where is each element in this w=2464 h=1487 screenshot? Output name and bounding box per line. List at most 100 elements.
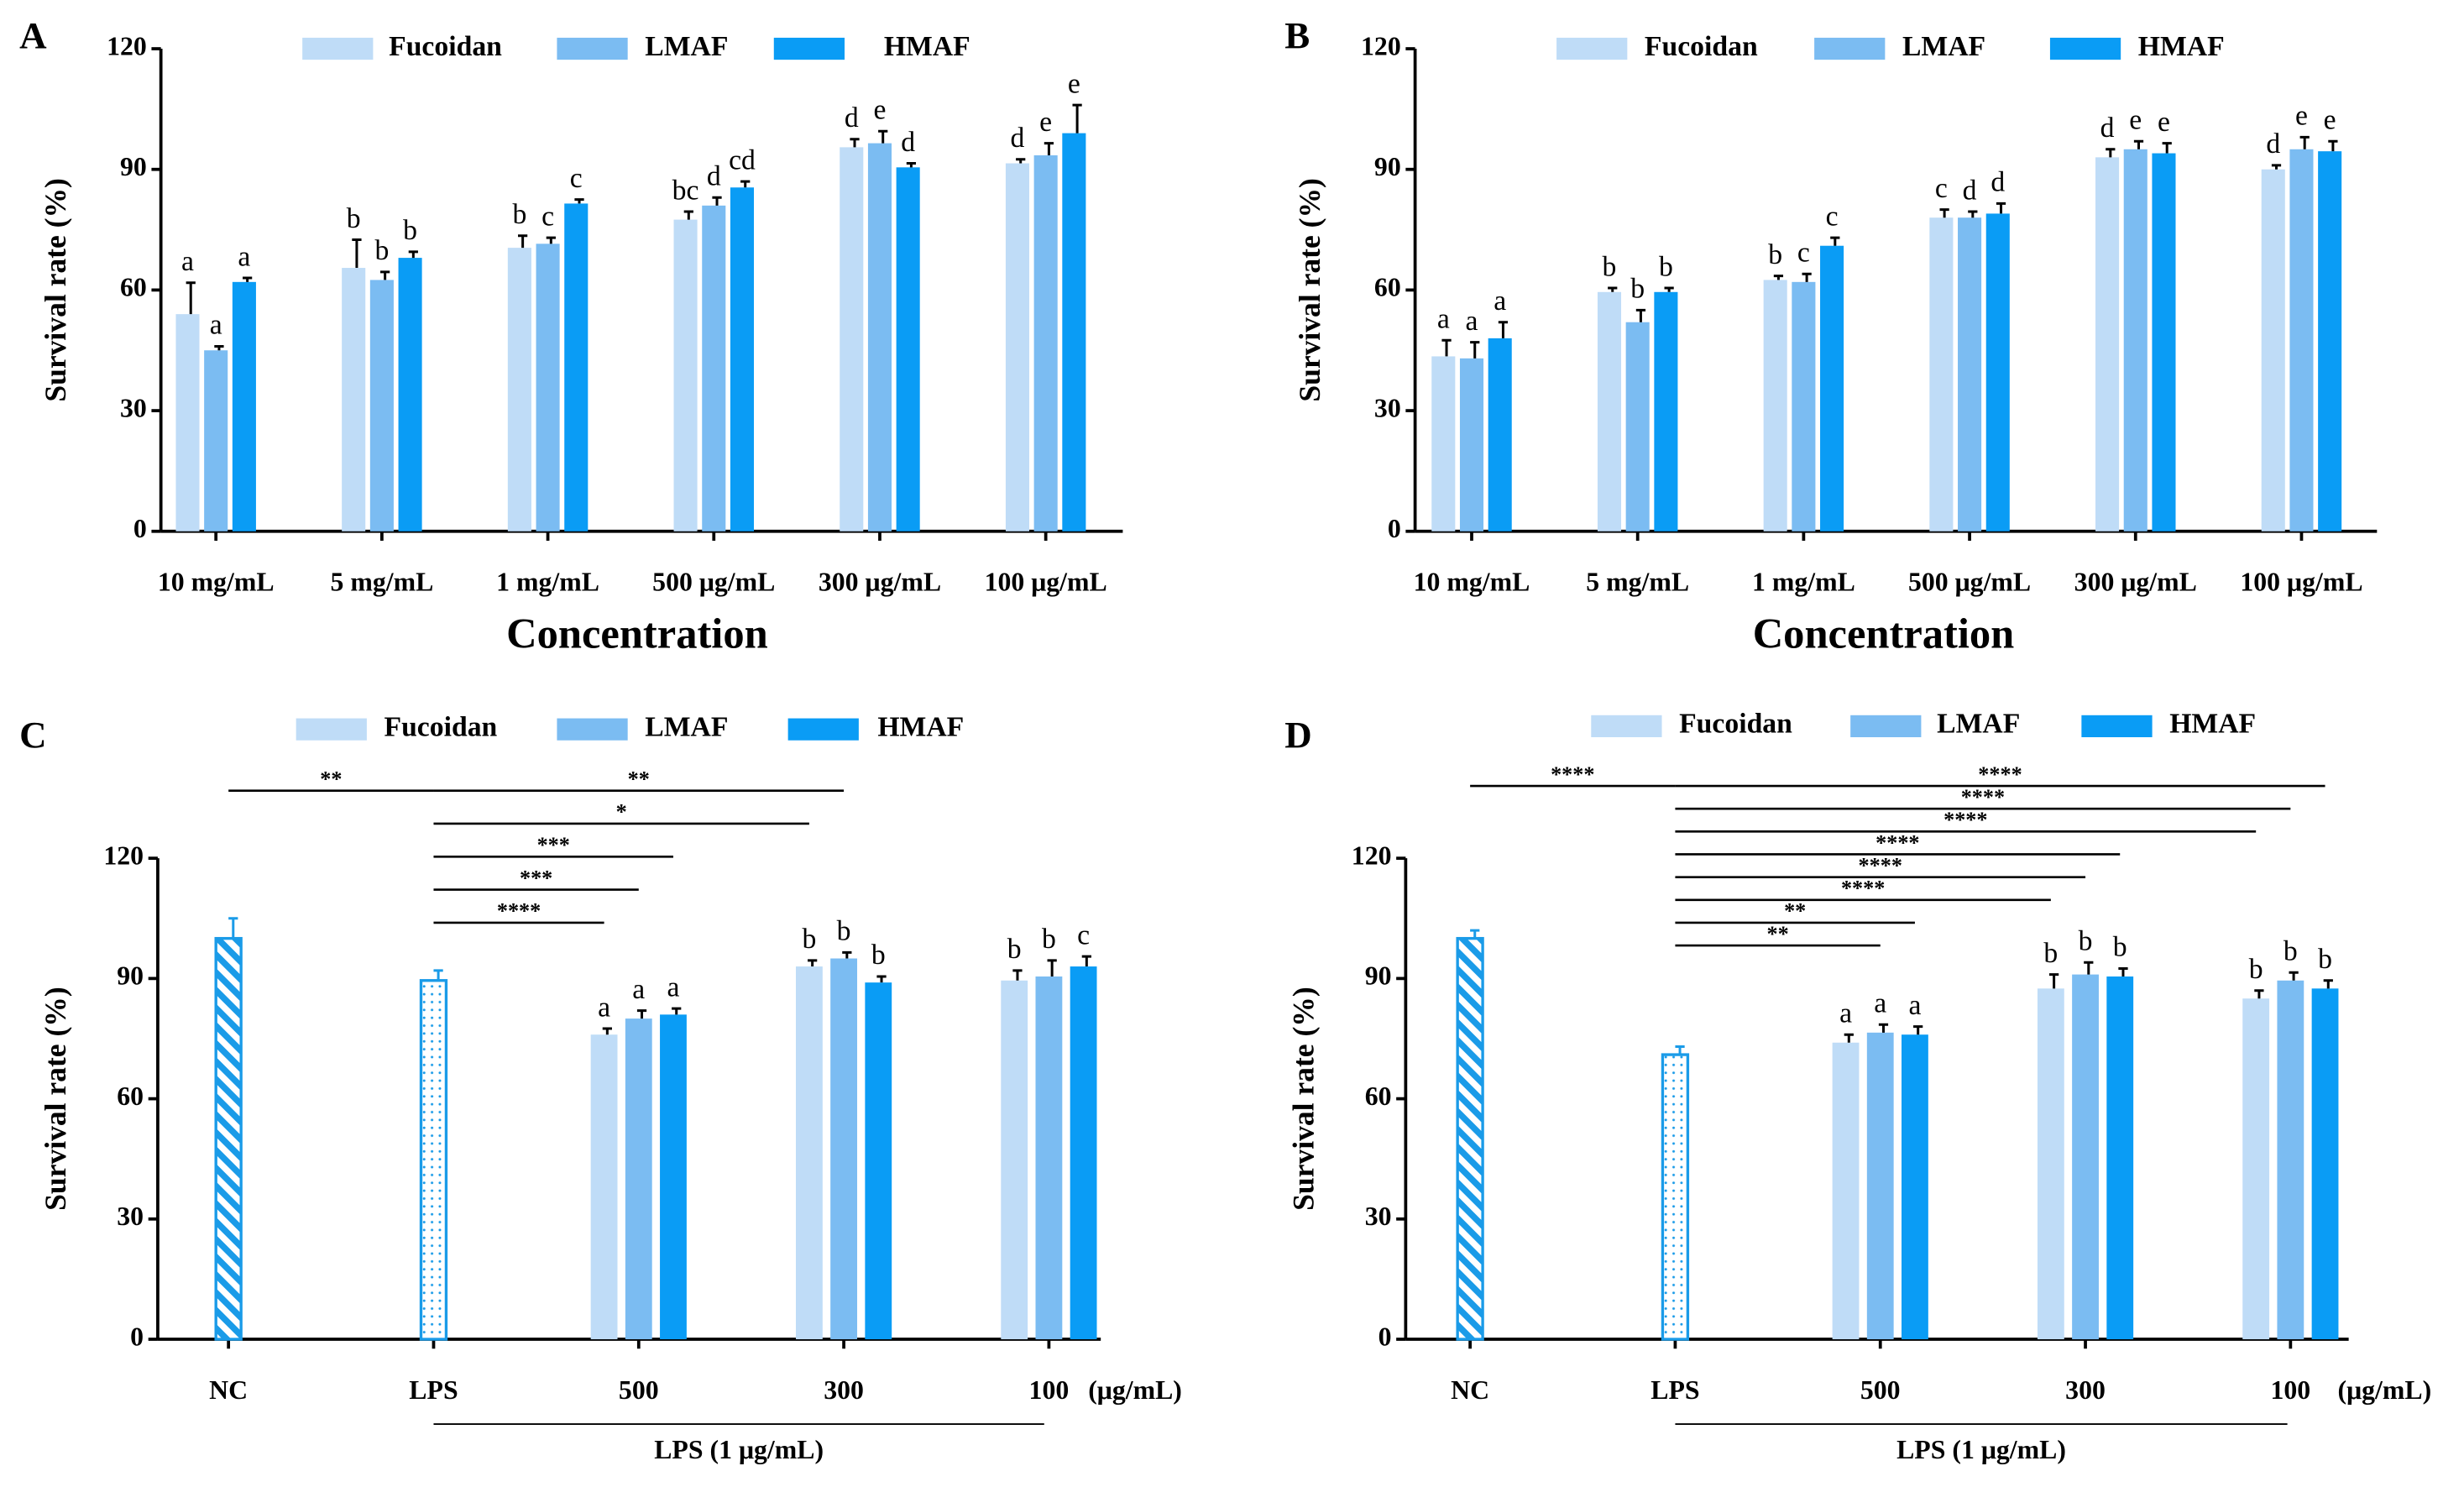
error-bar [352,238,362,269]
error-bar [683,210,693,220]
error-bar [2162,142,2172,154]
bar [2095,157,2120,531]
significance-letter: d [707,161,721,192]
control-bar [1456,936,1484,1341]
bar [1035,976,1063,1340]
error-bar [1608,286,1618,292]
bar [175,314,200,531]
control-bar [214,936,243,1341]
error-bar [1635,308,1646,322]
bar [369,280,394,531]
significance-letter: e [2324,104,2336,135]
legend-label: Fucoidan [385,711,498,742]
bar [2261,169,2285,531]
legend-swatch [773,37,845,60]
bar [1005,163,1029,531]
significance-letter: e [2129,104,2142,135]
significance-letter: c [541,201,554,232]
bar [867,143,892,531]
significance-letter: e [2295,101,2308,132]
legend-label: LMAF [1937,709,2020,740]
comparison-label: **** [1943,808,1987,832]
error-bar [906,162,917,168]
legend-label: LMAF [645,711,728,742]
x-tick-label: 300 μg/mL [2074,568,2197,597]
significance-letter: a [1494,285,1506,317]
significance-letter: b [2043,938,2058,969]
error-bar [1498,321,1509,338]
legend-label: Fucoidan [389,31,502,62]
significance-letter: d [845,102,859,134]
significance-letter: a [181,246,194,277]
bar [1431,356,1456,531]
significance-letter: a [598,992,610,1023]
legend-label: HMAF [2138,31,2225,62]
y-axis-label: Survival rate (%) [39,178,72,402]
legend-swatch [296,718,367,741]
x-tick-label: NC [1451,1375,1489,1405]
y-tick-label: 30 [1374,393,1401,422]
y-tick-label: 90 [117,961,144,991]
x-tick-label: LPS [1651,1375,1699,1405]
comparison-label: **** [1961,785,2005,809]
error-bar [2106,148,2116,158]
bar [1654,291,1678,531]
legend-swatch [557,718,628,741]
error-bar [1047,959,1057,976]
y-axis-label: Survival rate (%) [39,987,72,1211]
error-bar [2118,966,2128,976]
x-tick-label: LPS [409,1375,458,1405]
bar [625,1018,652,1340]
x-unit: (μg/mL) [1088,1375,1182,1405]
error-bar [1830,236,1840,246]
comparison-label: *** [537,833,570,857]
x-tick-label: 10 mg/mL [1414,568,1530,597]
y-tick-label: 0 [1378,1322,1392,1351]
error-bar [740,180,751,188]
bar [2152,153,2176,531]
error-bar [1878,1023,1889,1033]
error-bar [2084,961,2094,975]
panel-letter: D [1284,714,1311,756]
error-bar [2289,971,2299,981]
bar [2106,976,2134,1340]
error-bar [1470,341,1480,359]
x-tick-label: 5 mg/mL [330,568,433,597]
x-tick-label: 1 mg/mL [496,568,599,597]
bar [1929,217,1954,531]
y-tick-label: 60 [1374,273,1401,302]
significance-letter: cd [729,144,756,175]
error-bar [842,950,852,959]
bar [730,187,755,531]
significance-letter: b [1007,934,1022,965]
bar [1459,358,1484,531]
significance-letter: b [374,235,389,266]
significance-letter: d [1011,123,1025,154]
error-bar [1470,929,1480,939]
legend-swatch [1591,715,1662,738]
y-tick-label: 60 [1365,1081,1392,1111]
significance-letter: b [2318,944,2332,975]
y-axis-label: Survival rate (%) [1287,987,1321,1211]
error-bar [2254,989,2264,999]
significance-letter: e [2158,107,2170,138]
error-bar [636,1009,647,1019]
significance-letter: a [210,310,222,341]
bar [1985,213,2010,531]
error-bar [1441,338,1452,357]
x-tick-label: 300 μg/mL [819,568,941,597]
x-unit: (μg/mL) [2338,1375,2432,1405]
bar [1488,338,1512,531]
significance-letter: a [667,971,679,1003]
comparison-label: *** [520,866,552,890]
bar [1062,133,1086,531]
error-bar [228,917,238,939]
x-tick-label: 300 [2065,1375,2106,1405]
legend-swatch [557,37,628,60]
bar [590,1034,618,1340]
bar [398,258,422,531]
legend-swatch [787,718,859,741]
error-bar [1016,158,1026,164]
significance-letter: b [1768,239,1782,270]
